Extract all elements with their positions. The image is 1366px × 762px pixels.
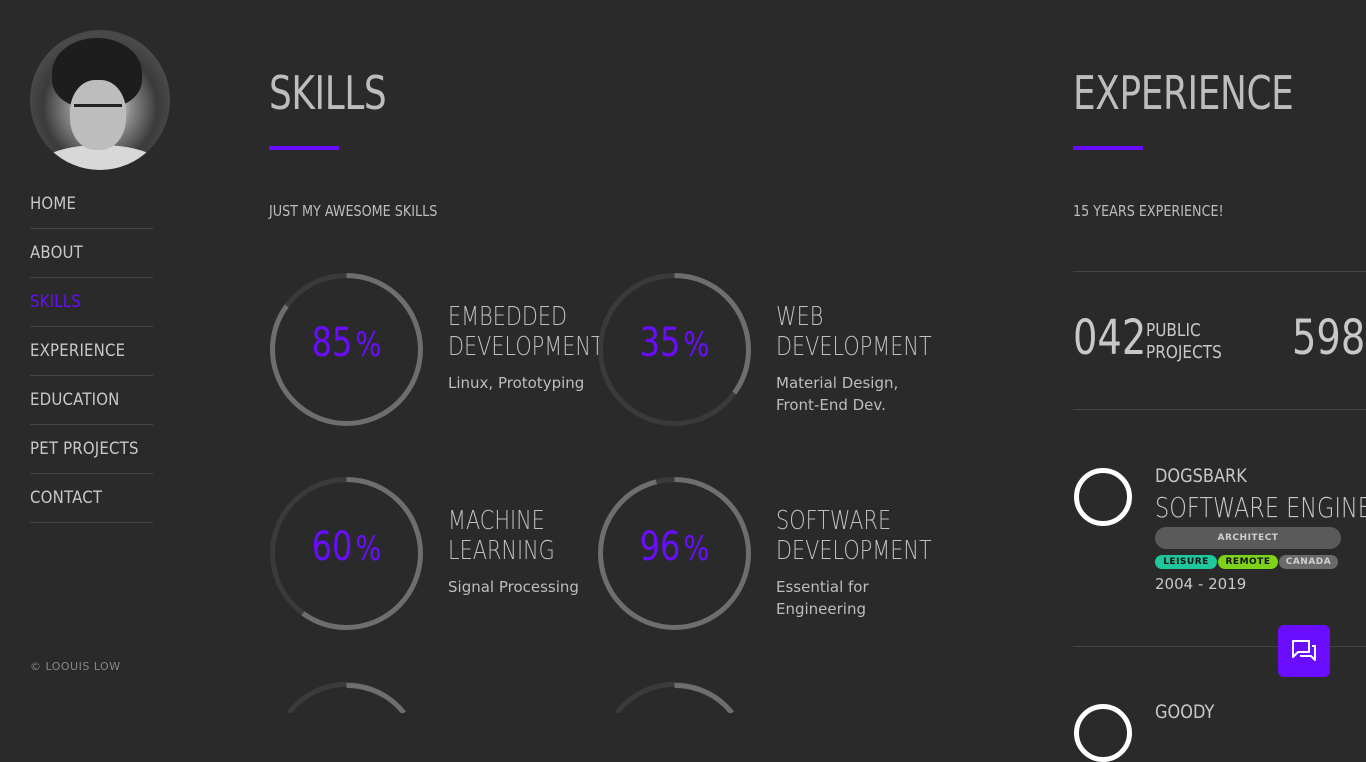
skill-name: MACHINE LEARNING: [448, 506, 555, 566]
copyright: © LOOUIS LOW: [30, 660, 121, 673]
skills-title-underline: [269, 146, 339, 150]
stat-number: 042: [1073, 310, 1147, 366]
skill-card: 96% SOFTWARE DEVELOPMENT Essential for En…: [597, 476, 932, 636]
job-tag: LEISURE: [1155, 555, 1217, 569]
stat-number: 598: [1292, 310, 1366, 366]
ring-progress: [598, 477, 751, 630]
skill-description: Linux, Prototyping: [448, 374, 585, 392]
experience-title: EXPERIENCE: [1073, 66, 1294, 120]
skill-percent: 85%: [311, 320, 382, 366]
job-role: SOFTWARE ENGINEER: [1155, 491, 1366, 524]
skill-percent: 60%: [311, 524, 382, 570]
divider: [1073, 271, 1366, 272]
job-company: GOODY: [1155, 701, 1215, 723]
skill-name: SOFTWARE DEVELOPMENT: [776, 506, 932, 566]
nav-item-about[interactable]: ABOUT: [30, 229, 154, 278]
nav-item-skills[interactable]: SKILLS: [30, 278, 154, 327]
skill-card: 85% EMBEDDED DEVELOPMENT Linux, Prototypi…: [269, 272, 604, 432]
skill-description: Essential for Engineering: [776, 578, 869, 618]
timeline-circle-icon: [1074, 468, 1132, 526]
job-tag: REMOTE: [1218, 555, 1278, 569]
skill-name: WEB DEVELOPMENT: [776, 302, 932, 362]
chat-icon: [1292, 640, 1316, 661]
skill-progress-ring: [270, 273, 423, 426]
chat-button[interactable]: [1278, 625, 1330, 677]
skill-description: Signal Processing: [448, 578, 579, 596]
job-tag: CANADA: [1279, 555, 1338, 569]
experience-subtitle: 15 YEARS EXPERIENCE!: [1073, 202, 1224, 220]
job-badge: ARCHITECT: [1155, 527, 1341, 549]
ring-progress: [598, 273, 751, 426]
nav-item-experience[interactable]: EXPERIENCE: [30, 327, 154, 376]
skills-title: SKILLS: [269, 66, 387, 120]
skill-name: EMBEDDED DEVELOPMENT: [448, 302, 604, 362]
nav-item-contact[interactable]: CONTACT: [30, 474, 154, 523]
experience-title-underline: [1073, 146, 1143, 150]
nav-menu: HOME ABOUT SKILLS EXPERIENCE EDUCATION P…: [30, 180, 170, 523]
divider: [1073, 409, 1366, 410]
nav-item-home[interactable]: HOME: [30, 180, 154, 229]
avatar: [30, 30, 170, 170]
job-years: 2004 - 2019: [1155, 575, 1247, 593]
skills-subtitle: JUST MY AWESOME SKILLS: [269, 202, 438, 220]
skill-progress-ring-partial: [287, 681, 406, 713]
skill-progress-ring: [598, 273, 751, 426]
skill-percent: 35%: [639, 320, 710, 366]
skill-progress-ring: [598, 477, 751, 630]
stat-label: PUBLIC PROJECTS: [1146, 320, 1222, 363]
skill-progress-ring-partial: [615, 681, 734, 713]
skill-card: 60% MACHINE LEARNING Signal Processing: [269, 476, 599, 636]
nav-item-pet-projects[interactable]: PET PROJECTS: [30, 425, 154, 474]
ring-progress: [270, 477, 423, 630]
skill-progress-ring: [270, 477, 423, 630]
sidebar: HOME ABOUT SKILLS EXPERIENCE EDUCATION P…: [0, 0, 200, 713]
skill-description: Material Design, Front-End Dev.: [776, 374, 899, 414]
skill-percent: 96%: [639, 524, 710, 570]
nav-item-education[interactable]: EDUCATION: [30, 376, 154, 425]
skill-card: 35% WEB DEVELOPMENT Material Design, Fron…: [597, 272, 932, 432]
job-company: DOGSBARK: [1155, 465, 1247, 487]
divider: [1073, 646, 1366, 647]
ring-progress: [270, 273, 423, 426]
